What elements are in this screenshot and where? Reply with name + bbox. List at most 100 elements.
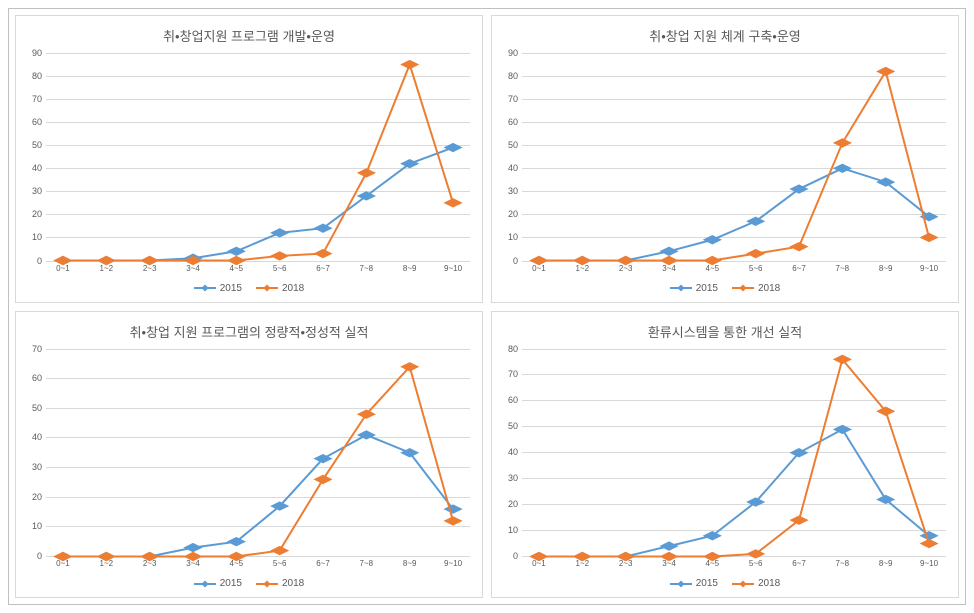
chart-panel-bottom-left: 취•창업 지원 프로그램의 정량적•정성적 실적0102030405060700…: [15, 311, 483, 599]
legend-item-2018-swatch-marker: [739, 580, 746, 587]
y-axis-label: 80: [508, 71, 522, 81]
legend-item-2015: 2015: [670, 283, 718, 294]
series-2015-marker: [357, 191, 376, 200]
plot-area: 010203040506070800~11~22~33~44~55~66~77~…: [522, 349, 946, 557]
legend-item-2018-label: 2018: [758, 578, 780, 589]
x-axis-label: 8~9: [403, 261, 417, 273]
y-axis-label: 30: [32, 462, 46, 472]
series-2018-marker: [400, 362, 419, 371]
series-2018-marker: [443, 198, 462, 207]
y-axis-label: 50: [508, 140, 522, 150]
legend-item-2015-swatch: [194, 284, 216, 292]
plot-area: 0102030405060700~11~22~33~44~55~66~77~88…: [46, 349, 470, 557]
plot-area: 01020304050607080900~11~22~33~44~55~66~7…: [522, 53, 946, 261]
plot-area: 01020304050607080900~11~22~33~44~55~66~7…: [46, 53, 470, 261]
legend-item-2018-label: 2018: [282, 578, 304, 589]
series-2015-marker: [876, 177, 895, 186]
plot-wrap: 010203040506070800~11~22~33~44~55~66~77~…: [492, 345, 958, 575]
legend: 20152018: [492, 574, 958, 597]
y-axis-label: 50: [32, 140, 46, 150]
series-2018-marker: [876, 67, 895, 76]
series-2015-marker: [270, 501, 289, 510]
y-axis-label: 70: [508, 369, 522, 379]
series-2018-marker: [789, 242, 808, 251]
chart-panel-bottom-right: 환류시스템을 통한 개선 실적 010203040506070800~11~22~…: [491, 311, 959, 599]
series-2018-marker: [833, 354, 852, 363]
series-2018-line: [539, 71, 929, 260]
x-axis-label: 9~10: [444, 556, 462, 568]
legend-item-2018-swatch: [732, 284, 754, 292]
chart-title: 환류시스템을 통한 개선 실적: [492, 312, 958, 345]
y-axis-label: 30: [508, 473, 522, 483]
series-2018-marker: [270, 545, 289, 554]
y-axis-label: 70: [32, 344, 46, 354]
y-axis-label: 70: [508, 94, 522, 104]
series-2015-line: [539, 429, 929, 556]
y-axis-label: 20: [32, 492, 46, 502]
series-2018-line: [63, 65, 453, 261]
series-2015-marker: [703, 531, 722, 540]
x-axis-label: 5~6: [273, 261, 287, 273]
outer-frame: 취•창업지원 프로그램 개발•운영 01020304050607080900~11…: [8, 8, 966, 605]
legend: 2015 2018: [492, 279, 958, 302]
chart-title: 취•창업지원 프로그램 개발•운영: [16, 16, 482, 49]
y-axis-label: 60: [32, 373, 46, 383]
y-axis-label: 40: [32, 432, 46, 442]
legend-item-2015-swatch: [194, 580, 216, 588]
y-axis-label: 40: [508, 163, 522, 173]
series-2018-marker: [357, 409, 376, 418]
legend-item-2018-swatch-marker: [263, 580, 270, 587]
plot-wrap: 0102030405060700~11~22~33~44~55~66~77~88…: [16, 345, 482, 575]
legend-item-2018-label: 2018: [282, 283, 304, 294]
series-2018-marker: [400, 60, 419, 69]
legend-item-2018: 2018: [256, 578, 304, 589]
y-axis-label: 0: [513, 551, 522, 561]
legend-item-2015-label: 2015: [220, 283, 242, 294]
x-axis-label: 9~10: [444, 261, 462, 273]
legend-item-2015-swatch-marker: [677, 284, 684, 291]
y-axis-label: 40: [32, 163, 46, 173]
legend-item-2015-label: 2015: [696, 283, 718, 294]
series-2015-line: [63, 148, 453, 261]
chart-panel-top-right: 취•창업 지원 체계 구축•운영01020304050607080900~11~…: [491, 15, 959, 303]
line-layer: [46, 53, 470, 261]
y-axis-label: 50: [508, 421, 522, 431]
y-axis-label: 20: [508, 209, 522, 219]
legend-item-2018-swatch: [732, 580, 754, 588]
y-axis-label: 10: [508, 525, 522, 535]
series-2018-marker: [357, 168, 376, 177]
y-axis-label: 50: [32, 403, 46, 413]
series-2018-marker: [919, 233, 938, 242]
x-axis-label: 7~8: [360, 556, 374, 568]
y-axis-label: 30: [32, 186, 46, 196]
legend-item-2018: 2018: [732, 578, 780, 589]
chart-grid: 취•창업지원 프로그램 개발•운영 01020304050607080900~11…: [15, 15, 959, 598]
legend-item-2015-swatch: [670, 580, 692, 588]
legend-item-2018-label: 2018: [758, 283, 780, 294]
y-axis-label: 20: [508, 499, 522, 509]
series-2015-marker: [227, 536, 246, 545]
series-2015-line: [539, 168, 929, 260]
series-2018-marker: [443, 516, 462, 525]
x-axis-label: 5~6: [273, 556, 287, 568]
series-2015-marker: [876, 494, 895, 503]
series-2015-line: [63, 434, 453, 556]
y-axis-label: 70: [32, 94, 46, 104]
y-axis-label: 10: [32, 232, 46, 242]
y-axis-label: 80: [32, 71, 46, 81]
series-2018-marker: [833, 138, 852, 147]
y-axis-label: 0: [37, 551, 46, 561]
y-axis-label: 0: [513, 256, 522, 266]
line-layer: [46, 349, 470, 557]
series-2018-marker: [919, 538, 938, 547]
y-axis-label: 10: [32, 521, 46, 531]
y-axis-label: 30: [508, 186, 522, 196]
series-2015-marker: [746, 497, 765, 506]
legend: 2015 2018: [16, 279, 482, 302]
y-axis-label: 80: [508, 344, 522, 354]
legend-item-2015: 2015: [194, 283, 242, 294]
series-2018-marker: [789, 515, 808, 524]
legend-item-2015-label: 2015: [220, 578, 242, 589]
x-axis-label: 6~7: [316, 261, 330, 273]
x-axis-label: 8~9: [403, 556, 417, 568]
